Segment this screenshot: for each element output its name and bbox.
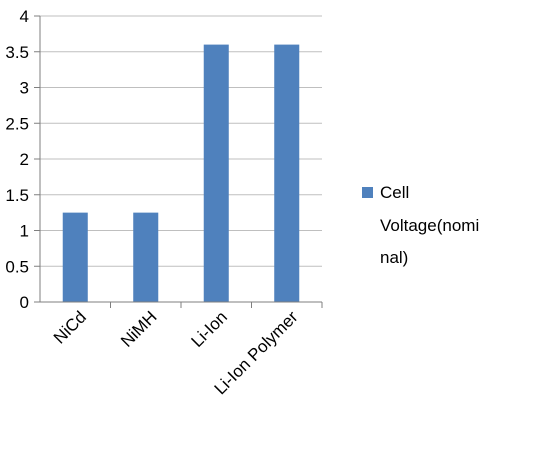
axes xyxy=(34,15,323,308)
bar xyxy=(62,212,88,302)
y-tick-label: 4 xyxy=(20,7,29,26)
legend-label-line-3: nal) xyxy=(380,248,408,267)
legend-label-line-1: Cell xyxy=(380,183,409,202)
bar xyxy=(203,44,229,302)
y-tick-label: 3 xyxy=(20,79,29,98)
x-tick-label: NiCd xyxy=(50,307,90,347)
bar xyxy=(133,212,159,302)
bars xyxy=(62,44,300,302)
y-tick-labels: 0 0.5 1 1.5 2 2.5 3 3.5 4 xyxy=(5,7,29,312)
bar xyxy=(274,44,300,302)
x-tick-label: Li-Ion xyxy=(188,307,232,351)
legend-swatch xyxy=(362,187,373,198)
legend: Cell Voltage(nomi nal) xyxy=(362,183,479,267)
y-tick-label: 2.5 xyxy=(5,114,29,133)
y-tick-label: 0 xyxy=(20,293,29,312)
y-tick-label: 1.5 xyxy=(5,186,29,205)
y-tick-label: 3.5 xyxy=(5,43,29,62)
y-tick-label: 1 xyxy=(20,222,29,241)
y-tick-label: 2 xyxy=(20,150,29,169)
x-tick-label: NiMH xyxy=(117,307,160,350)
y-tick-label: 0.5 xyxy=(5,257,29,276)
legend-label-line-2: Voltage(nomi xyxy=(380,216,479,235)
